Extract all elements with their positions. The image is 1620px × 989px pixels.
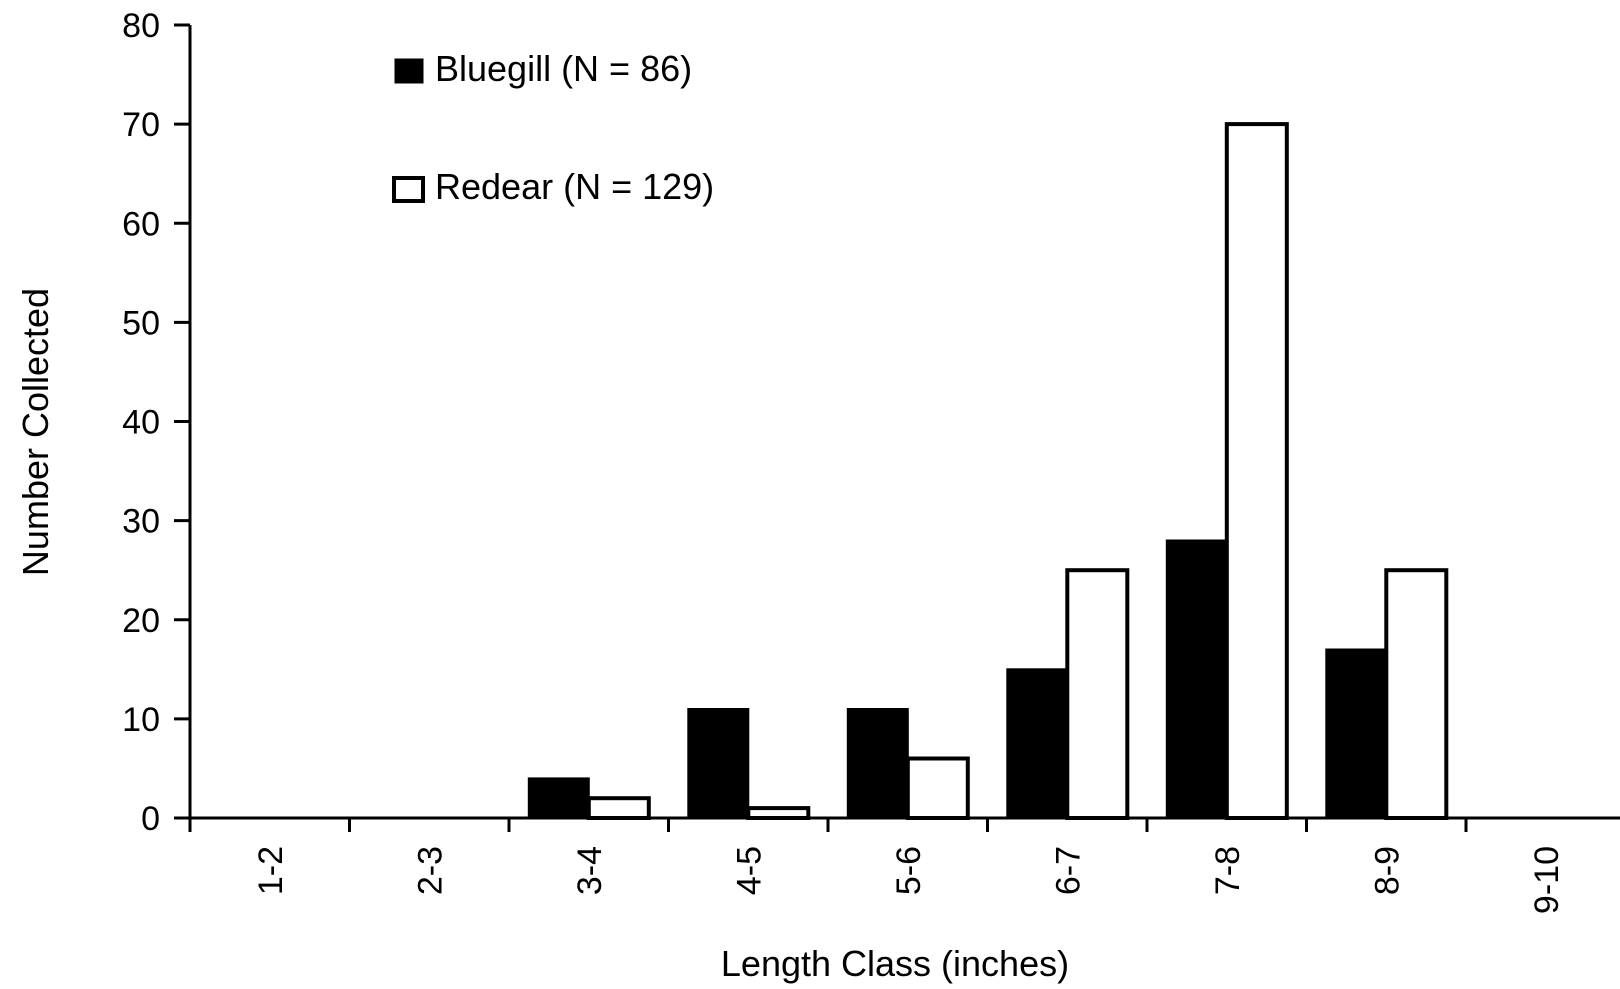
ticks-group: 0 10 20 30 40 50 60 70 80 1-2 2-3 3-4 4-5 5-6 6-7 7-8 8-… — [122, 7, 1566, 914]
legend-label-bluegill: Bluegill (N = 86) — [435, 48, 692, 89]
y-tick-label: 30 — [122, 503, 160, 541]
x-tick-label-2-3: 2-3 — [411, 846, 449, 895]
y-tick-label: 60 — [122, 205, 160, 243]
legend-swatch-bluegill — [394, 58, 424, 84]
x-tick-label-3-4: 3-4 — [571, 846, 609, 895]
x-tick-label-7-8: 7-8 — [1209, 846, 1247, 895]
x-tick-label-1-2: 1-2 — [252, 846, 290, 895]
x-tick-label-4-5: 4-5 — [730, 846, 768, 895]
bar-bluegill-5-6 — [846, 708, 909, 819]
y-tick-label: 50 — [122, 304, 160, 342]
y-tick-label: 70 — [122, 106, 160, 144]
y-tick-label: 80 — [122, 7, 160, 45]
bar-bluegill-8-9 — [1325, 648, 1388, 819]
x-tick-label-8-9: 8-9 — [1368, 846, 1406, 895]
bar-bluegill-7-8 — [1165, 539, 1228, 819]
legend-label-redear: Redear (N = 129) — [435, 166, 714, 207]
bar-bluegill-3-4 — [527, 777, 590, 820]
y-tick-label: 0 — [141, 800, 160, 838]
bar-redear-3-4 — [586, 796, 651, 821]
bar-redear-7-8 — [1224, 122, 1289, 821]
legend: Bluegill (N = 86) Redear (N = 129) — [392, 48, 714, 207]
y-tick-label: 10 — [122, 701, 160, 739]
bar-redear-5-6 — [905, 756, 970, 820]
x-tick-label-5-6: 5-6 — [890, 846, 928, 895]
y-tick-label: 20 — [122, 602, 160, 640]
bar-redear-8-9 — [1384, 568, 1449, 821]
x-axis-title: Length Class (inches) — [721, 943, 1069, 984]
bar-bluegill-4-5 — [687, 708, 750, 819]
bar-redear-6-7 — [1065, 568, 1130, 821]
y-tick-label: 40 — [122, 404, 160, 442]
x-tick-label-9-10: 9-10 — [1528, 846, 1566, 914]
x-tick-label-6-7: 6-7 — [1049, 846, 1087, 895]
bar-bluegill-6-7 — [1006, 668, 1069, 819]
bars-group — [527, 122, 1449, 821]
y-axis-title: Number Collected — [15, 288, 56, 576]
legend-swatch-redear — [392, 176, 425, 203]
